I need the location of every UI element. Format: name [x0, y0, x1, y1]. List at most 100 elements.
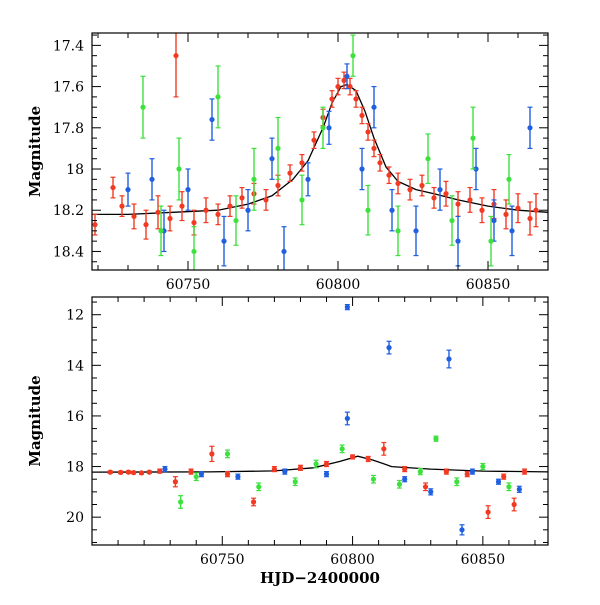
data-point [209, 116, 215, 123]
data-point [413, 228, 419, 234]
data-point [455, 238, 461, 244]
data-point [323, 461, 330, 467]
data-point [459, 527, 465, 533]
data-point [271, 466, 277, 472]
panel-bottom: 60750 60800 60850 12 14 16 18 20 Magnitude HJD−24… [26, 296, 549, 587]
data-point [433, 436, 439, 442]
data-point [177, 499, 184, 505]
data-point [347, 83, 353, 90]
data-point [275, 145, 281, 152]
data-point [377, 160, 383, 166]
data-point [455, 201, 461, 207]
data-point [431, 195, 437, 201]
data-point [335, 83, 341, 90]
data-point [176, 166, 182, 172]
data-point [131, 213, 137, 220]
data-point [125, 469, 132, 475]
data-point [485, 509, 491, 515]
data-point [143, 222, 149, 228]
data-point [515, 205, 521, 211]
series-green [140, 34, 512, 270]
data-point [443, 469, 449, 475]
data-point [506, 176, 512, 182]
data-point [256, 484, 262, 490]
y-tick-label: 18.2 [53, 203, 84, 219]
data-point [402, 466, 408, 472]
data-point [407, 187, 413, 193]
data-point [501, 474, 507, 480]
data-point [491, 217, 497, 224]
data-point [381, 446, 387, 452]
data-point [516, 486, 522, 492]
series-red [107, 441, 528, 520]
data-point [179, 203, 185, 209]
data-point [509, 228, 515, 234]
y-tick-label: 20 [66, 510, 84, 526]
x-tick-label: 60850 [461, 552, 506, 568]
data-point [239, 195, 245, 201]
data-point [339, 446, 345, 452]
data-point [344, 415, 350, 422]
y-tick-label: 18.4 [53, 244, 84, 260]
data-point [437, 187, 443, 193]
y-tick-label: 17.6 [53, 80, 84, 96]
series-blue [125, 63, 533, 270]
data-point [470, 135, 476, 141]
data-point [263, 197, 269, 203]
x-tick-label: 60800 [316, 277, 361, 293]
data-point [488, 238, 494, 244]
data-point [344, 304, 350, 310]
data-point [511, 501, 517, 508]
data-point [198, 471, 205, 477]
data-point [224, 451, 231, 457]
series-red [92, 33, 539, 240]
data-point [287, 170, 293, 176]
data-point [191, 220, 197, 226]
data-point [320, 125, 326, 131]
y-tick-label: 18 [66, 162, 84, 178]
data-point [149, 176, 155, 182]
series-blue [162, 303, 522, 536]
data-point [449, 217, 455, 224]
x-tick-label: 60850 [466, 277, 511, 293]
data-point [299, 160, 305, 166]
data-point [146, 469, 152, 475]
data-point [193, 474, 199, 480]
x-tick-label: 60750 [200, 552, 245, 568]
data-point [521, 469, 528, 475]
data-point [370, 476, 377, 482]
data-point [365, 129, 371, 135]
x-axis-label: HJD−2400000 [260, 569, 380, 587]
data-point [396, 481, 403, 487]
data-point [395, 180, 401, 187]
data-point [402, 476, 408, 482]
data-point [365, 207, 371, 213]
data-point [469, 469, 476, 475]
data-point [173, 53, 179, 59]
data-point [185, 187, 191, 193]
data-point [157, 468, 163, 474]
plot-area-bottom [92, 303, 548, 536]
series-green [177, 435, 512, 509]
data-point [359, 166, 365, 172]
data-point [344, 73, 350, 79]
data-point [131, 470, 137, 476]
data-point [305, 176, 311, 182]
data-point [503, 211, 509, 217]
data-point [297, 465, 304, 471]
data-point [506, 484, 512, 490]
data-point [299, 197, 305, 203]
data-point [341, 77, 347, 83]
data-point [235, 474, 241, 480]
data-point [428, 489, 434, 495]
data-point [349, 454, 356, 460]
axes-frame [91, 32, 549, 271]
data-point [395, 228, 401, 234]
data-point [281, 248, 287, 255]
data-point [215, 94, 221, 100]
data-point [245, 207, 251, 213]
y-tick-label: 17.4 [53, 38, 84, 54]
data-point [353, 96, 359, 102]
data-point [292, 479, 298, 485]
